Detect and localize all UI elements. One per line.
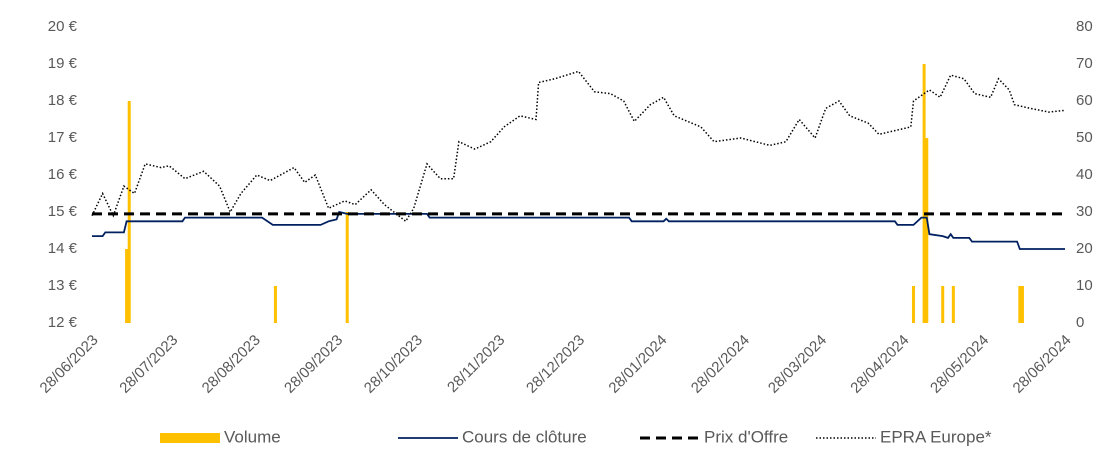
volume-bar [1018, 286, 1022, 323]
volume-bar [1020, 286, 1024, 323]
volume-bar [941, 286, 945, 323]
legend-swatch [160, 433, 220, 443]
volume-bar [951, 286, 955, 323]
legend-label: EPRA Europe* [880, 427, 992, 446]
legend-label: Cours de clôture [462, 427, 587, 446]
series-line [92, 210, 1065, 250]
x-tick-label: 28/02/2024 [688, 332, 753, 397]
y-tick-label: 16 € [48, 166, 78, 183]
y-tick-label: 18 € [48, 92, 78, 109]
y-tick-label: 14 € [48, 240, 78, 257]
volume-bar [922, 64, 926, 323]
y2-tick-label: 30 [1076, 203, 1093, 220]
y-tick-label: 19 € [48, 55, 78, 72]
x-tick-label: 28/06/2023 [37, 332, 102, 397]
x-tick-label: 28/03/2024 [765, 332, 830, 397]
x-tick-label: 28/09/2023 [281, 332, 346, 397]
y-tick-label: 13 € [48, 277, 78, 294]
series-line [91, 70, 1066, 223]
volume-bar [127, 101, 131, 323]
volume-bar [345, 212, 349, 323]
x-tick-label: 28/11/2023 [444, 332, 508, 396]
y-tick-label: 15 € [48, 203, 78, 220]
y2-tick-label: 0 [1076, 314, 1084, 331]
x-tick-label: 28/08/2023 [199, 332, 264, 397]
x-tick-label: 28/06/2024 [1010, 332, 1075, 397]
y2-tick-label: 60 [1076, 92, 1093, 109]
volume-bar [925, 138, 929, 323]
legend-label: Prix d'Offre [704, 427, 788, 446]
y2-tick-label: 80 [1076, 18, 1093, 35]
y-tick-label: 17 € [48, 129, 78, 146]
x-tick-label: 28/12/2023 [523, 332, 588, 397]
y2-tick-label: 10 [1076, 277, 1093, 294]
y2-tick-label: 70 [1076, 55, 1093, 72]
x-tick-label: 28/01/2024 [605, 332, 670, 397]
volume-bar [125, 249, 129, 323]
y2-tick-label: 20 [1076, 240, 1093, 257]
x-tick-label: 28/05/2024 [927, 332, 992, 397]
x-tick-label: 28/07/2023 [116, 332, 181, 397]
x-tick-label: 28/10/2023 [361, 332, 426, 397]
x-tick-label: 28/04/2024 [847, 332, 912, 397]
y2-tick-label: 50 [1076, 129, 1093, 146]
legend-label: Volume [224, 427, 281, 446]
y-tick-label: 20 € [48, 18, 78, 35]
y2-tick-label: 40 [1076, 166, 1093, 183]
volume-bar [273, 286, 277, 323]
y-tick-label: 12 € [48, 314, 78, 331]
volume-bar [911, 286, 915, 323]
